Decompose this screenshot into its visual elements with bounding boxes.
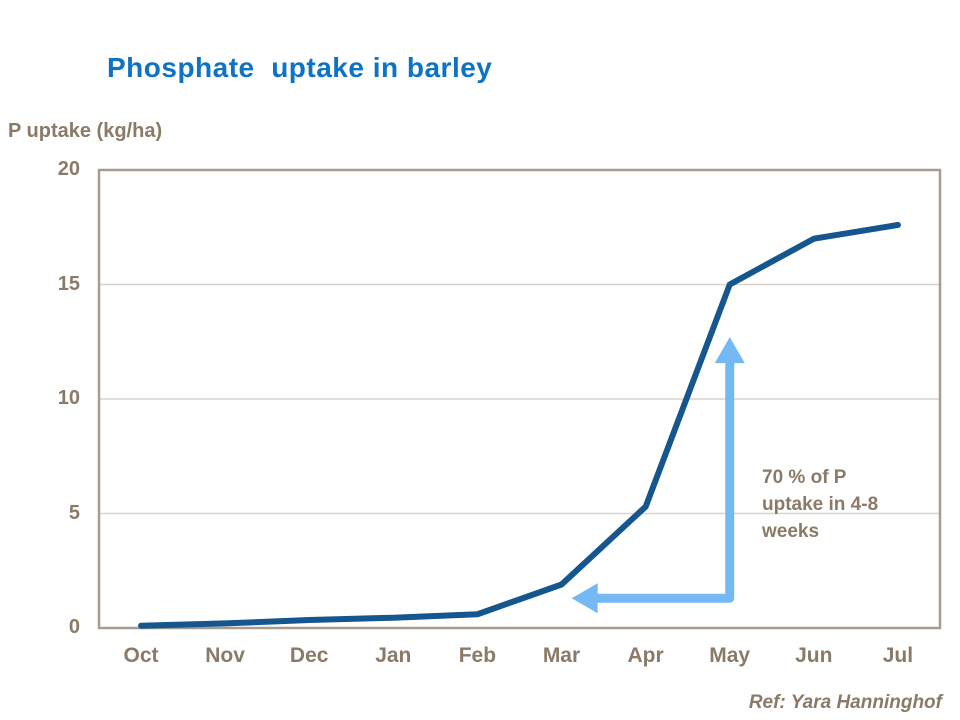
y-tick-label: 20 [57,158,80,180]
y-tick-label: 5 [68,501,80,524]
reference-text: Ref: Yara Hanninghof [748,692,942,713]
x-tick-label-oct: Oct [123,644,159,667]
plot-frame [97,168,942,630]
x-tick-label-may: May [709,644,751,667]
annotation-text: 70 % of P uptake in 4-8 weeks [762,464,878,545]
annotation-line: weeks [762,521,820,542]
y-tick-label: 0 [68,616,80,638]
annotation-line: uptake in 4-8 [762,494,879,515]
x-tick-label-nov: Nov [205,644,245,667]
x-tick-label-mar: Mar [542,644,581,667]
y-axis-title: P uptake (kg/ha) [8,120,163,142]
x-tick-label-apr: Apr [627,644,664,667]
data-line-p-uptake [138,221,901,629]
arrow-head-left-icon [571,583,598,614]
x-tick-label-jan: Jan [375,644,412,667]
x-tick-label-jun: Jun [795,644,833,667]
arrow-head-up-icon [714,337,745,364]
x-tick-label-feb: Feb [458,644,497,667]
x-tick-label-dec: Dec [289,644,329,667]
y-tick-label: 10 [57,387,80,409]
y-tick-label: 15 [57,272,80,295]
annotation-line: 70 % of P [762,467,847,488]
chart-title: Phosphate uptake in barley [107,52,493,83]
x-tick-label-jul: Jul [882,644,914,667]
annotation-arrow-shaft [591,359,735,603]
